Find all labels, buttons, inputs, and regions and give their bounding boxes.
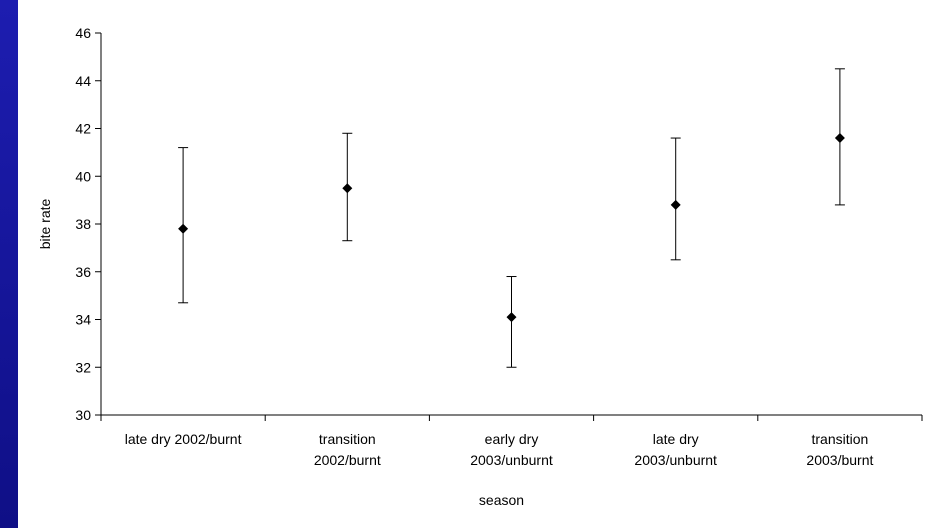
y-axis: 30 32 34 36 38 40 42 44 46 bbox=[75, 25, 102, 423]
y-tick-label: 34 bbox=[75, 312, 91, 328]
y-tick-label: 30 bbox=[75, 407, 91, 423]
x-category-label: early dry 2003/unburnt bbox=[470, 431, 553, 468]
y-tick-label: 46 bbox=[75, 25, 91, 41]
data-point bbox=[178, 223, 189, 234]
y-tick-label: 38 bbox=[75, 216, 91, 232]
y-tick-label: 40 bbox=[75, 168, 91, 184]
data-point bbox=[834, 133, 845, 144]
y-tick-label: 32 bbox=[75, 359, 91, 375]
x-category-label: transition 2003/burnt bbox=[806, 431, 873, 468]
x-category-label: late dry 2003/unburnt bbox=[634, 431, 717, 468]
x-axis-title: season bbox=[479, 492, 524, 508]
chart-panel bbox=[18, 0, 928, 528]
x-category-label: late dry 2002/burnt bbox=[125, 431, 242, 447]
y-tick-label: 44 bbox=[75, 73, 91, 89]
y-tick-label: 36 bbox=[75, 264, 91, 280]
data-point bbox=[670, 199, 681, 210]
data-point bbox=[506, 312, 517, 323]
x-axis: late dry 2002/burnt transition 2002/burnt e… bbox=[100, 414, 923, 468]
data-point bbox=[342, 183, 353, 194]
x-category-label: transition 2002/burnt bbox=[314, 431, 381, 468]
y-axis-title: bite rate bbox=[37, 198, 53, 249]
data-marks bbox=[178, 68, 845, 368]
y-tick-label: 42 bbox=[75, 121, 91, 137]
